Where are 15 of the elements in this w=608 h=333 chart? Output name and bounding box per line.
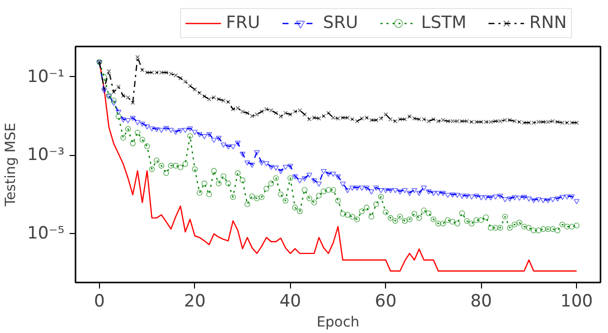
x-tick-label: 100 [560,292,593,312]
x-tick-label: 20 [184,292,206,312]
y-tick-label: 10⁻³ [27,145,64,166]
y-tick-label: 10⁻¹ [27,66,64,87]
legend-label: RNN [529,13,567,33]
legend-label: SRU [323,13,358,33]
y-tick-label: 10⁻⁵ [27,224,64,244]
x-tick-label: 0 [94,292,105,312]
legend-label: FRU [226,13,260,33]
x-tick-label: 80 [470,292,492,312]
y-axis-title: Testing MSE [3,122,20,208]
x-tick-label: 60 [374,292,397,312]
x-tick-label: 40 [279,292,302,312]
legend-label: LSTM [421,13,466,33]
x-axis-title: Epoch [316,314,360,330]
